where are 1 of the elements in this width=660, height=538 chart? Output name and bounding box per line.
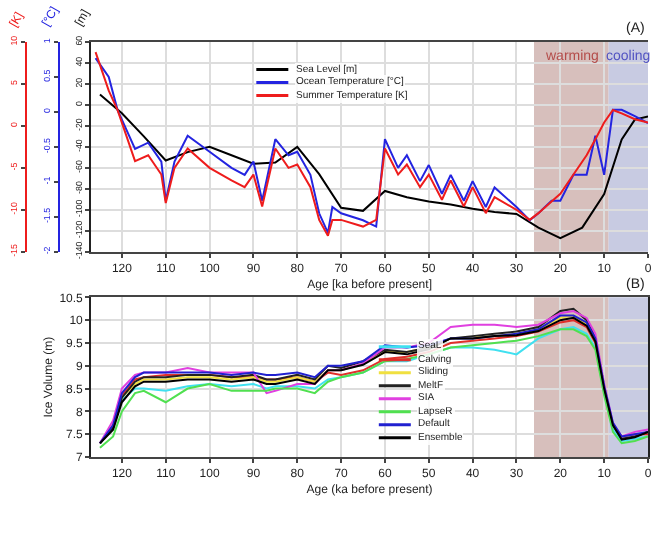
line-series [98,93,648,240]
